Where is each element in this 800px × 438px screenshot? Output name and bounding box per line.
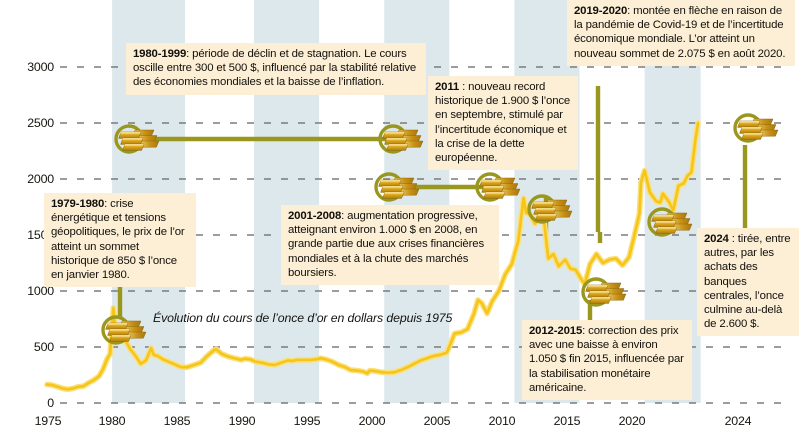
x-tick-2000: 2000 [358, 414, 386, 428]
gold-bar-hilite-0 [383, 132, 405, 134]
gold-bar-hilite-2 [123, 144, 144, 146]
gold-bar-hilite-1 [385, 138, 407, 140]
x-tick-1990: 1990 [228, 414, 256, 428]
gold-bar-hilite-2 [383, 192, 404, 194]
gold-bar-hilite-2 [656, 227, 677, 229]
gold-bar-hilite-1 [588, 291, 610, 293]
x-tick-1985: 1985 [163, 414, 191, 428]
marker-2024-gold-bars-icon [733, 113, 779, 143]
annotation-2019-2020-text: : montée en flèche en raison de la pandé… [574, 5, 786, 60]
annotation-1980-1999: 1980-1999: période de déclin et de stagn… [126, 43, 426, 95]
y-tick-2000: 2000 [27, 172, 54, 186]
x-tick-2015: 2015 [553, 414, 581, 428]
annotation-1979-1980: 1979-1980: crise énergétique et tensions… [44, 193, 196, 288]
gold-bar-hilite-0 [738, 121, 760, 123]
annotation-2001-2008-text: : augmentation progressive, atteignant e… [288, 210, 484, 279]
annotation-2011: 2011 : nouveau record historique de 1.90… [428, 76, 578, 171]
gold-bar-hilite-1 [121, 138, 143, 140]
annotation-2024: 2024 : tirée, entre autres, par les acha… [697, 228, 799, 337]
annotation-2012-2015-text: : correction des prix avec une baisse à … [529, 325, 684, 394]
y-tick-1000: 1000 [27, 284, 54, 298]
gold-bar-hilite-1 [654, 221, 676, 223]
gold-bar-hilite-2 [590, 297, 611, 299]
annotation-1979-1980-title: 1979-1980 [51, 198, 105, 210]
gold-bar-hilite-0 [480, 180, 502, 182]
x-tick-2010: 2010 [488, 414, 516, 428]
annotation-2001-2008: 2001-2008: augmentation progressive, att… [281, 205, 499, 286]
annotation-1980-1999-title: 1980-1999 [133, 48, 187, 60]
y-tick-3000: 3000 [27, 60, 54, 74]
y-tick-0: 0 [47, 396, 54, 410]
gold-bar-hilite-1 [740, 127, 762, 129]
marker-1979-gold-bars-icon [101, 315, 147, 345]
annotation-2024-text: : tirée, entre autres, par les achats de… [704, 233, 791, 331]
marker-2011-gold-bars-icon [527, 194, 573, 224]
marker-2001-gold-bars-icon [374, 172, 420, 202]
annotation-2012-2015: 2012-2015: correction des prix avec une … [522, 320, 692, 401]
price-line-core [45, 121, 700, 391]
marker-1980-1999-right-gold-bars-icon [378, 124, 424, 154]
x-tick-2020: 2020 [618, 414, 646, 428]
marker-1980-1999-left-gold-bars-icon [114, 124, 160, 154]
gold-price-line [44, 120, 701, 393]
x-tick-1975: 1975 [34, 414, 62, 428]
gold-bar-hilite-2 [742, 133, 763, 135]
annotation-2012-2015-title: 2012-2015 [529, 325, 583, 337]
marker-2015-gold-bars-icon [581, 277, 627, 307]
annotation-2019-2020: 2019-2020: montée en flèche en raison de… [567, 0, 795, 66]
x-tick-2024: 2024 [724, 414, 752, 428]
gold-bar-hilite-2 [484, 192, 505, 194]
x-tick-1980: 1980 [98, 414, 126, 428]
gold-bar-hilite-1 [482, 186, 504, 188]
annotation-2011-title: 2011 [435, 81, 460, 93]
gold-bar-hilite-2 [536, 214, 557, 216]
gold-bar-hilite-0 [532, 202, 554, 204]
y-tick-500: 500 [33, 340, 54, 354]
gold-bar-hilite-0 [379, 180, 401, 182]
x-tick-2005: 2005 [423, 414, 451, 428]
gold-bar-hilite-2 [110, 335, 131, 337]
gold-bar-hilite-0 [119, 132, 141, 134]
x-tick-1995: 1995 [293, 414, 321, 428]
gold-bar-hilite-1 [381, 186, 403, 188]
gold-bar-markers [101, 113, 779, 345]
gold-bar-hilite-0 [586, 285, 608, 287]
annotation-2024-title: 2024 [704, 233, 729, 245]
annotation-2001-2008-title: 2001-2008 [288, 210, 342, 222]
gold-bar-hilite-0 [106, 323, 128, 325]
chart-subtitle: Évolution du cours de l’once d’or en dol… [153, 311, 453, 325]
gold-bar-hilite-1 [108, 329, 130, 331]
annotation-1979-1980-text: : crise énergétique et tensions géopolit… [51, 198, 185, 282]
marker-2008-gold-bars-icon [475, 172, 521, 202]
annotation-1980-1999-text: : période de déclin et de stagnation. Le… [133, 48, 417, 89]
marker-2019-2020-lower-gold-bars-icon [647, 207, 693, 237]
gold-bar-hilite-1 [534, 208, 556, 210]
annotation-2019-2020-title: 2019-2020 [574, 5, 628, 17]
gold-bar-hilite-0 [652, 215, 674, 217]
annotation-2011-text: : nouveau record historique de 1.900 $ l… [435, 81, 571, 165]
gold-bar-hilite-2 [387, 144, 408, 146]
y-tick-2500: 2500 [27, 116, 54, 130]
